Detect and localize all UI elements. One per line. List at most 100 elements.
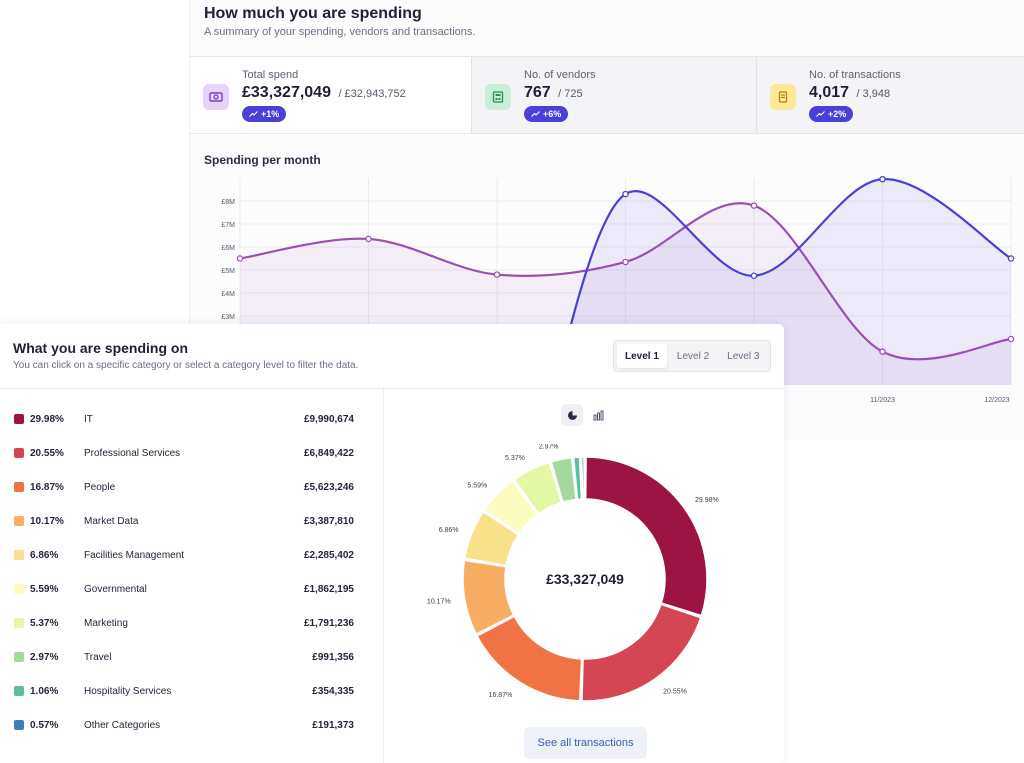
- see-all-transactions-button[interactable]: See all transactions: [524, 727, 647, 759]
- category-name: Market Data: [84, 515, 139, 527]
- section-subtitle: You can click on a specific category or …: [13, 360, 359, 371]
- category-color-swatch: [14, 414, 24, 424]
- tab-level-2[interactable]: Level 2: [676, 350, 710, 362]
- category-color-swatch: [14, 516, 24, 526]
- data-point[interactable]: [365, 235, 372, 243]
- bar-chart-icon: [593, 410, 603, 420]
- category-name: Travel: [84, 651, 112, 663]
- donut-total: £33,327,049: [546, 571, 624, 587]
- view-toggle: [561, 404, 609, 426]
- y-tick-label: £6M: [221, 245, 235, 252]
- donut-slice[interactable]: [580, 456, 586, 500]
- category-amount: £1,862,195: [303, 583, 354, 595]
- category-row[interactable]: 0.57% Other Categories £191,373: [14, 708, 354, 742]
- category-row[interactable]: 10.17% Market Data £3,387,810: [14, 504, 354, 538]
- data-point[interactable]: [1007, 255, 1015, 262]
- category-percent: 16.87%: [30, 481, 64, 493]
- category-percent: 20.55%: [30, 447, 64, 459]
- categories-panel: What you are spending on You can click o…: [0, 324, 784, 763]
- x-tick-label: 12/2023: [984, 397, 1009, 404]
- category-amount: £1,791,236: [303, 617, 354, 629]
- section-title: What you are spending on: [13, 340, 189, 356]
- category-amount: £191,373: [312, 719, 354, 731]
- data-point[interactable]: [750, 202, 758, 209]
- category-color-swatch: [14, 720, 24, 730]
- divider: [383, 388, 384, 763]
- trend-up-icon: [816, 111, 825, 117]
- category-amount: £991,356: [312, 651, 354, 663]
- y-tick-label: £8M: [221, 199, 235, 206]
- building-icon: [485, 84, 511, 110]
- category-amount: £9,990,674: [303, 413, 354, 425]
- donut-slice[interactable]: [463, 510, 520, 567]
- stats-row: Total spend £33,327,049 / £32,943,752 +1…: [190, 56, 1024, 134]
- pie-chart-icon: [567, 410, 577, 420]
- donut-slice[interactable]: [513, 461, 563, 515]
- y-tick-label: £3M: [221, 314, 235, 321]
- category-name: People: [84, 481, 116, 493]
- donut-slice[interactable]: [550, 456, 577, 504]
- category-donut-chart: 29.98% 20.55% 16.87% 10.17% 6.86% 5.59% 5.37% 2…: [427, 444, 719, 702]
- category-row[interactable]: 6.86% Facilities Management £2,285,402: [14, 538, 354, 572]
- trend-up-icon: [531, 111, 540, 117]
- category-percent: 1.06%: [30, 685, 59, 697]
- donut-slice[interactable]: [581, 603, 702, 702]
- stat-previous-value: / £32,943,752: [338, 88, 406, 100]
- y-tick-label: £5M: [221, 268, 235, 275]
- donut-slice[interactable]: [584, 456, 708, 617]
- donut-slice[interactable]: [476, 615, 583, 702]
- data-point[interactable]: [1007, 335, 1015, 343]
- change-badge: +6%: [524, 106, 569, 122]
- category-percent: 29.98%: [30, 413, 64, 425]
- category-row[interactable]: 1.06% Hospitality Services £354,335: [14, 674, 354, 708]
- category-name: Hospitality Services: [84, 685, 172, 697]
- category-percent: 5.37%: [30, 617, 59, 629]
- category-row[interactable]: 2.97% Travel £991,356: [14, 640, 354, 674]
- donut-slice[interactable]: [462, 559, 515, 636]
- change-value: +1%: [261, 109, 280, 119]
- category-color-swatch: [14, 482, 24, 492]
- banknote-icon: [203, 84, 229, 110]
- category-row[interactable]: 20.55% Professional Services £6,849,422: [14, 436, 354, 470]
- category-amount: £5,623,246: [303, 481, 354, 493]
- category-amount: £354,335: [312, 685, 354, 697]
- category-row[interactable]: 29.98% IT £9,990,674: [14, 402, 354, 436]
- tab-level-1[interactable]: Level 1: [617, 344, 667, 368]
- data-point[interactable]: [493, 271, 501, 278]
- category-row[interactable]: 5.37% Marketing £1,791,236: [14, 606, 354, 640]
- trend-up-icon: [249, 111, 258, 117]
- stat-label: No. of vendors: [524, 69, 596, 81]
- pie-chart-view-button[interactable]: [561, 404, 583, 426]
- category-name: Facilities Management: [84, 549, 185, 561]
- category-row[interactable]: 16.87% People £5,623,246: [14, 470, 354, 504]
- category-name: Governmental: [84, 583, 147, 595]
- y-tick-label: £7M: [221, 222, 235, 229]
- category-amount: £2,285,402: [303, 549, 354, 561]
- slice-label: 16.87%: [489, 692, 513, 699]
- category-color-swatch: [14, 652, 24, 662]
- data-point[interactable]: [879, 175, 886, 183]
- donut-slice[interactable]: [483, 479, 539, 535]
- stat-label: Total spend: [242, 69, 299, 81]
- category-color-swatch: [14, 584, 24, 594]
- category-color-swatch: [14, 686, 24, 696]
- donut-slice[interactable]: [572, 456, 583, 501]
- page-subtitle: A summary of your spending, vendors and …: [204, 26, 476, 38]
- stat-value: 767: [524, 84, 551, 101]
- stat-card-total-spend[interactable]: Total spend £33,327,049 / £32,943,752 +1…: [190, 57, 471, 133]
- category-name: IT: [84, 413, 93, 425]
- change-value: +2%: [828, 109, 847, 119]
- stat-card-transactions[interactable]: No. of transactions 4,017 / 3,948 +2%: [756, 57, 1024, 133]
- bar-chart-view-button[interactable]: [587, 404, 609, 426]
- stat-card-vendors[interactable]: No. of vendors 767 / 725 +6%: [471, 57, 756, 133]
- category-color-swatch: [14, 448, 24, 458]
- data-point[interactable]: [750, 272, 758, 280]
- category-row[interactable]: 5.59% Governmental £1,862,195: [14, 572, 354, 606]
- data-point[interactable]: [236, 255, 244, 262]
- stat-value: 4,017: [809, 84, 850, 101]
- data-point[interactable]: [879, 348, 886, 355]
- divider: [0, 388, 784, 389]
- tab-level-3[interactable]: Level 3: [727, 350, 760, 362]
- data-point[interactable]: [622, 258, 629, 266]
- data-point[interactable]: [622, 190, 629, 198]
